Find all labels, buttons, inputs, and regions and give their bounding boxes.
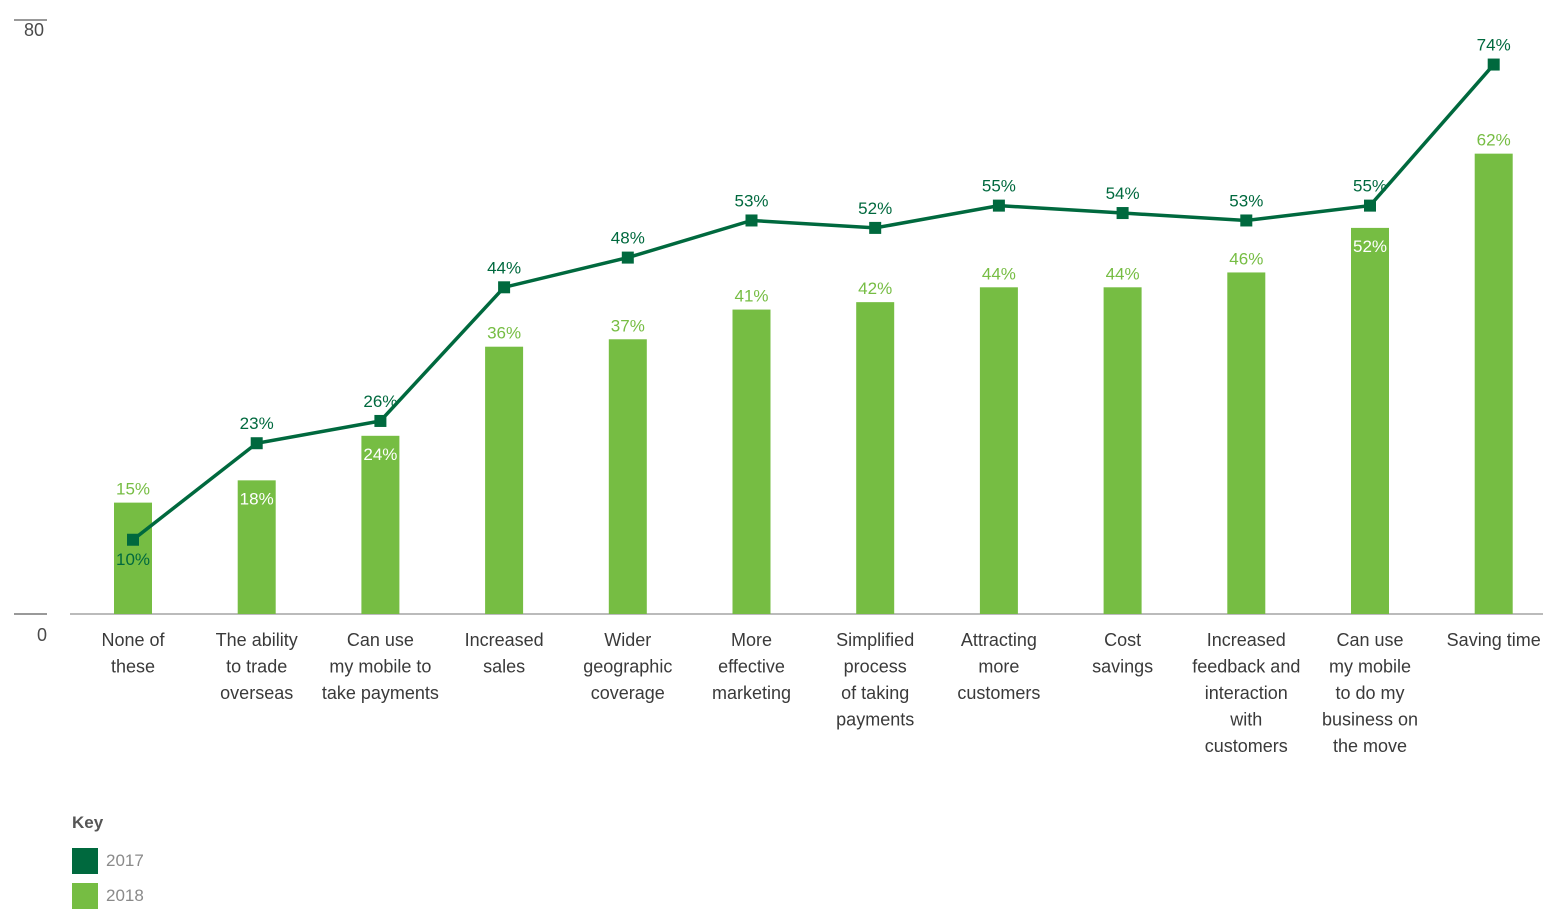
category-label: geographic — [583, 657, 672, 677]
category-label: take payments — [322, 683, 439, 703]
data-label-2017: 54% — [1106, 184, 1140, 203]
category-label: Wider — [604, 630, 651, 650]
bar-2018 — [979, 287, 1018, 614]
marker-2017 — [250, 437, 263, 450]
data-label-2017: 55% — [982, 177, 1016, 196]
legend-label-2018: 2018 — [106, 885, 144, 905]
category-label: The ability — [216, 630, 298, 650]
category-label: interaction — [1205, 683, 1288, 703]
bar-2018 — [485, 346, 524, 614]
category-label: sales — [483, 657, 525, 677]
data-label-2017: 52% — [858, 199, 892, 218]
category-label: Attracting — [961, 630, 1037, 650]
marker-2017 — [1116, 207, 1129, 220]
data-label-2017: 48% — [611, 229, 645, 248]
category-label: these — [111, 657, 155, 677]
category-label: marketing — [712, 683, 791, 703]
data-label-2018: 44% — [982, 264, 1016, 283]
marker-2017 — [992, 199, 1005, 212]
category-label: savings — [1092, 657, 1153, 677]
category-label: Increased — [1207, 630, 1286, 650]
marker-2017 — [1487, 58, 1500, 71]
category-label: Can use — [347, 630, 414, 650]
legend-label-2017: 2017 — [106, 850, 144, 870]
bar-2018 — [1351, 227, 1389, 614]
data-label-2017: 55% — [1353, 177, 1387, 196]
category-label: Saving time — [1447, 630, 1541, 650]
data-label-2018: 44% — [1106, 264, 1140, 283]
data-label-2018: 36% — [487, 324, 521, 343]
marker-2017 — [869, 221, 882, 234]
data-label-2018: 46% — [1229, 249, 1263, 268]
category-label: None of — [101, 630, 165, 650]
data-label-2017: 44% — [487, 258, 521, 277]
bar-2018 — [1227, 272, 1266, 614]
marker-2017 — [498, 281, 511, 294]
data-label-2018: 52% — [1353, 237, 1387, 256]
category-label: overseas — [220, 683, 293, 703]
category-label: effective — [718, 657, 785, 677]
marker-2017 — [745, 214, 758, 227]
legend-swatch-2017 — [72, 847, 98, 874]
data-label-2017: 26% — [363, 392, 397, 411]
category-label: with — [1229, 710, 1262, 730]
data-label-2018: 15% — [116, 480, 150, 499]
category-label: my mobile — [1329, 657, 1411, 677]
line-2017 — [131, 63, 1496, 542]
category-label: coverage — [591, 683, 665, 703]
data-label-2017: 23% — [240, 414, 274, 433]
category-label: my mobile to — [329, 657, 431, 677]
bar-2018 — [608, 339, 647, 614]
legend-item-2017: 2017 — [72, 843, 144, 878]
marker-2017 — [1240, 214, 1253, 227]
bar-2018 — [1474, 153, 1513, 614]
category-label: Can use — [1336, 630, 1403, 650]
y-tick-label-top: 80 — [24, 20, 44, 40]
data-label-2018: 41% — [734, 287, 768, 306]
category-label: Cost — [1104, 630, 1141, 650]
category-label: payments — [836, 710, 914, 730]
category-label: to trade — [226, 657, 287, 677]
data-label-2017: 53% — [734, 191, 768, 210]
legend: Key 2017 2018 — [72, 813, 144, 913]
category-label: the move — [1333, 736, 1407, 756]
category-label: more — [978, 657, 1019, 677]
category-label: of taking — [841, 683, 909, 703]
legend-title: Key — [72, 813, 104, 832]
chart: 80 0 15% 10% 18% 23% 24% 26% 36% 44% 37% 48% 41% 53% 4… — [14, 19, 1543, 756]
marker-2017 — [621, 251, 634, 264]
bar-2018 — [732, 309, 771, 614]
bar-2018 — [114, 502, 152, 614]
data-label-2017: 10% — [116, 550, 150, 569]
bar-2018 — [237, 480, 276, 614]
bar-2018 — [1103, 287, 1142, 614]
data-label-2017: 53% — [1229, 191, 1263, 210]
bar-2018 — [361, 435, 400, 614]
category-label: customers — [1205, 736, 1288, 756]
data-label-2018: 24% — [363, 445, 397, 464]
legend-item-2018: 2018 — [72, 878, 144, 913]
category-label: process — [844, 657, 907, 677]
data-label-2018: 18% — [240, 489, 274, 508]
marker-2017 — [374, 414, 387, 427]
category-label: feedback and — [1192, 657, 1300, 677]
data-label-2018: 62% — [1477, 131, 1511, 150]
category-label: to do my — [1335, 683, 1404, 703]
marker-2017 — [127, 533, 139, 546]
category-label: business on — [1322, 710, 1418, 730]
data-label-2018: 37% — [611, 316, 645, 335]
category-label: Simplified — [836, 630, 914, 650]
bar-2018 — [856, 302, 895, 614]
category-label: customers — [957, 683, 1040, 703]
category-label: Increased — [465, 630, 544, 650]
data-label-2018: 42% — [858, 279, 892, 298]
data-label-2017: 74% — [1477, 36, 1511, 55]
category-label: More — [731, 630, 772, 650]
y-tick-label-bottom: 0 — [37, 625, 47, 645]
marker-2017 — [1364, 199, 1376, 212]
legend-swatch-2018 — [72, 882, 98, 909]
